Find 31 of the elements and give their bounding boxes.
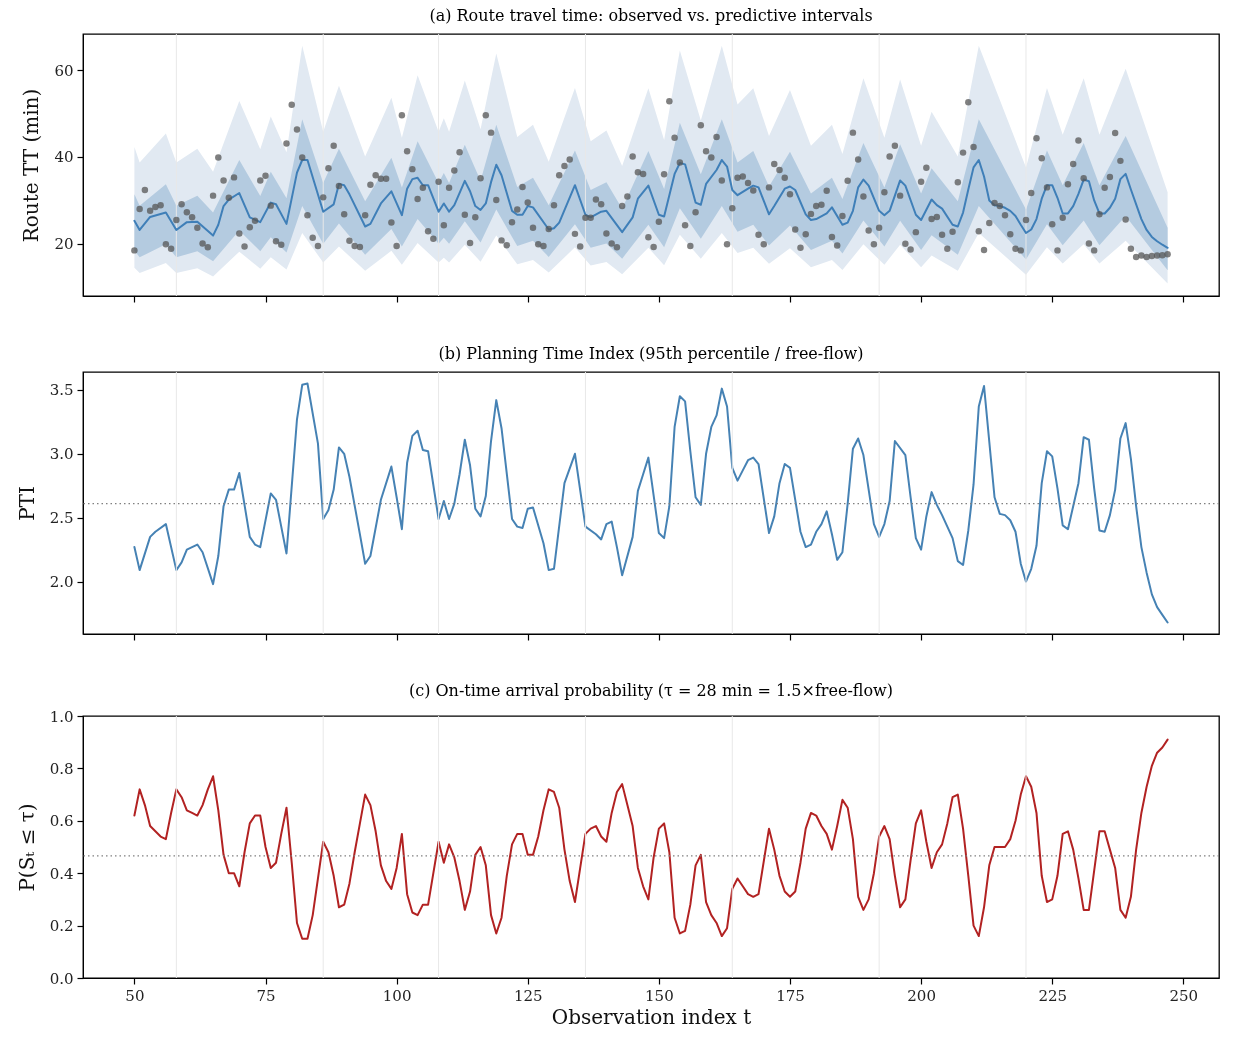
y-axis-title: Route TT (min) <box>19 88 44 243</box>
x-tick-label: 150 <box>645 986 674 1005</box>
x-axis-title: Observation index t <box>551 1004 752 1029</box>
x-tick-label: 100 <box>382 986 412 1005</box>
chart-title: (a) Route travel time: observed vs. predictive intervals <box>429 5 873 25</box>
line-series <box>133 382 1169 624</box>
y-tick-label: 0.4 <box>49 864 74 883</box>
y-tick-label: 20 <box>54 235 74 254</box>
x-tick-label: 75 <box>256 986 276 1005</box>
x-tick-label: 225 <box>1038 986 1068 1005</box>
y-tick-label: 1.0 <box>49 707 74 726</box>
y-tick-label: 40 <box>54 148 74 167</box>
x-tick-label: 250 <box>1169 986 1199 1005</box>
y-axis-title: P(Sₜ ≤ τ) <box>14 803 39 892</box>
chart-title: (b) Planning Time Index (95th percentile / free-flow) <box>438 343 864 363</box>
y-tick-label: 2.5 <box>49 509 74 528</box>
line-series <box>133 738 1169 940</box>
y-tick-label: 2.0 <box>49 573 74 592</box>
chart-title: (c) On-time arrival probability (τ = 28 min = 1.5×free-flow) <box>408 681 894 700</box>
y-axis-title: PTI <box>14 486 39 521</box>
y-tick-label: 60 <box>54 61 74 80</box>
x-tick-label: 50 <box>125 986 145 1005</box>
y-tick-label: 0.8 <box>49 759 74 778</box>
y-tick-label: 3.0 <box>49 445 74 464</box>
y-tick-label: 0.2 <box>49 917 74 936</box>
x-tick-label: 200 <box>907 986 936 1005</box>
x-tick-label: 125 <box>513 986 543 1005</box>
y-tick-label: 0.6 <box>49 812 74 831</box>
y-tick-label: 0.0 <box>49 969 74 988</box>
y-tick-label: 3.5 <box>49 381 74 400</box>
x-tick-label: 175 <box>776 986 805 1005</box>
